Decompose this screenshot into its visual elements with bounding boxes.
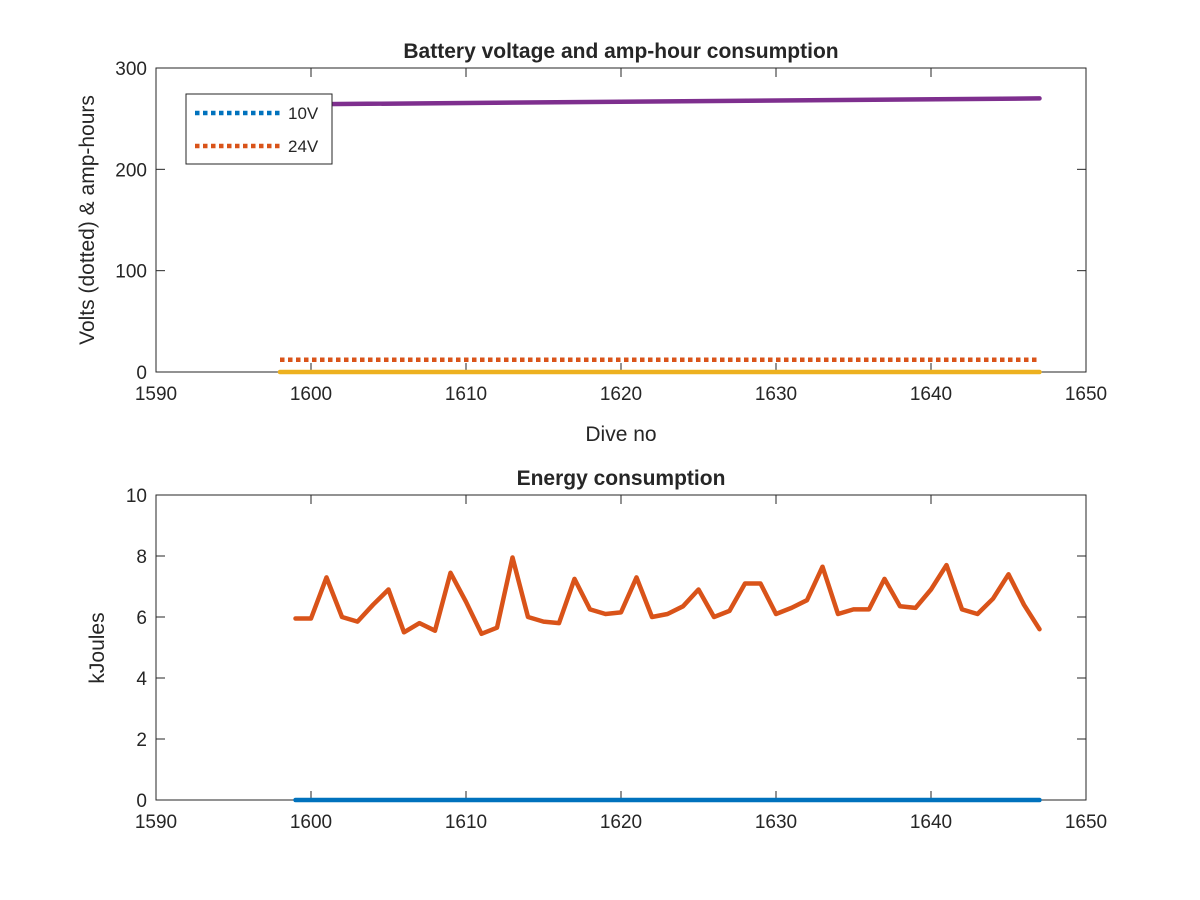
legend: 10V 24V	[185, 93, 333, 165]
y-tick-label: 8	[136, 547, 147, 568]
tick-marks	[155, 494, 1087, 801]
x-tick-label: 1620	[600, 812, 642, 833]
y-tick-label: 10	[126, 486, 147, 507]
plot-area	[155, 494, 1087, 801]
tick-labels: 1590 1600 1610 1620 1630 1640 1650 0 100 200 300	[115, 59, 1107, 405]
series-lines	[277, 96, 1042, 375]
x-tick-label: 1590	[135, 812, 177, 833]
energy-subplot: 1590 1600 1610 1620 1630 1640 1650 0 2 4 6 8 10 Ener…	[86, 467, 1107, 833]
y-axis-label: Volts (dotted) & amp-hours	[76, 95, 99, 345]
voltage-amphour-subplot: 1590 1600 1610 1620 1630 1640 1650 0 100 200 300 B…	[76, 40, 1107, 446]
series-line-4	[277, 96, 1042, 107]
y-tick-label: 100	[115, 262, 147, 283]
y-tick-label: 4	[136, 669, 147, 690]
y-tick-label: 0	[136, 791, 147, 812]
x-tick-label: 1650	[1065, 384, 1107, 405]
y-tick-label: 6	[136, 608, 147, 629]
chart-title: Energy consumption	[517, 467, 726, 490]
y-tick-label: 0	[136, 363, 147, 384]
x-tick-label: 1650	[1065, 812, 1107, 833]
y-axis-label: kJoules	[86, 612, 109, 683]
x-tick-label: 1640	[910, 812, 952, 833]
legend-box	[185, 93, 333, 165]
x-tick-label: 1630	[755, 384, 797, 405]
x-tick-label: 1630	[755, 812, 797, 833]
y-tick-label: 2	[136, 730, 147, 751]
x-tick-label: 1610	[445, 384, 487, 405]
x-tick-label: 1640	[910, 384, 952, 405]
x-axis-label: Dive no	[585, 423, 656, 446]
y-tick-label: 300	[115, 59, 147, 80]
legend-label-10v: 10V	[288, 104, 319, 123]
x-tick-label: 1610	[445, 812, 487, 833]
x-tick-label: 1590	[135, 384, 177, 405]
series-lines	[293, 555, 1042, 803]
series-line-2	[293, 555, 1042, 637]
chart-title: Battery voltage and amp-hour consumption	[403, 40, 838, 63]
tick-labels: 1590 1600 1610 1620 1630 1640 1650 0 2 4 6 8 10	[126, 486, 1107, 833]
x-tick-label: 1600	[290, 812, 332, 833]
y-tick-label: 200	[115, 160, 147, 181]
x-tick-label: 1600	[290, 384, 332, 405]
x-tick-label: 1620	[600, 384, 642, 405]
legend-label-24v: 24V	[288, 137, 319, 156]
